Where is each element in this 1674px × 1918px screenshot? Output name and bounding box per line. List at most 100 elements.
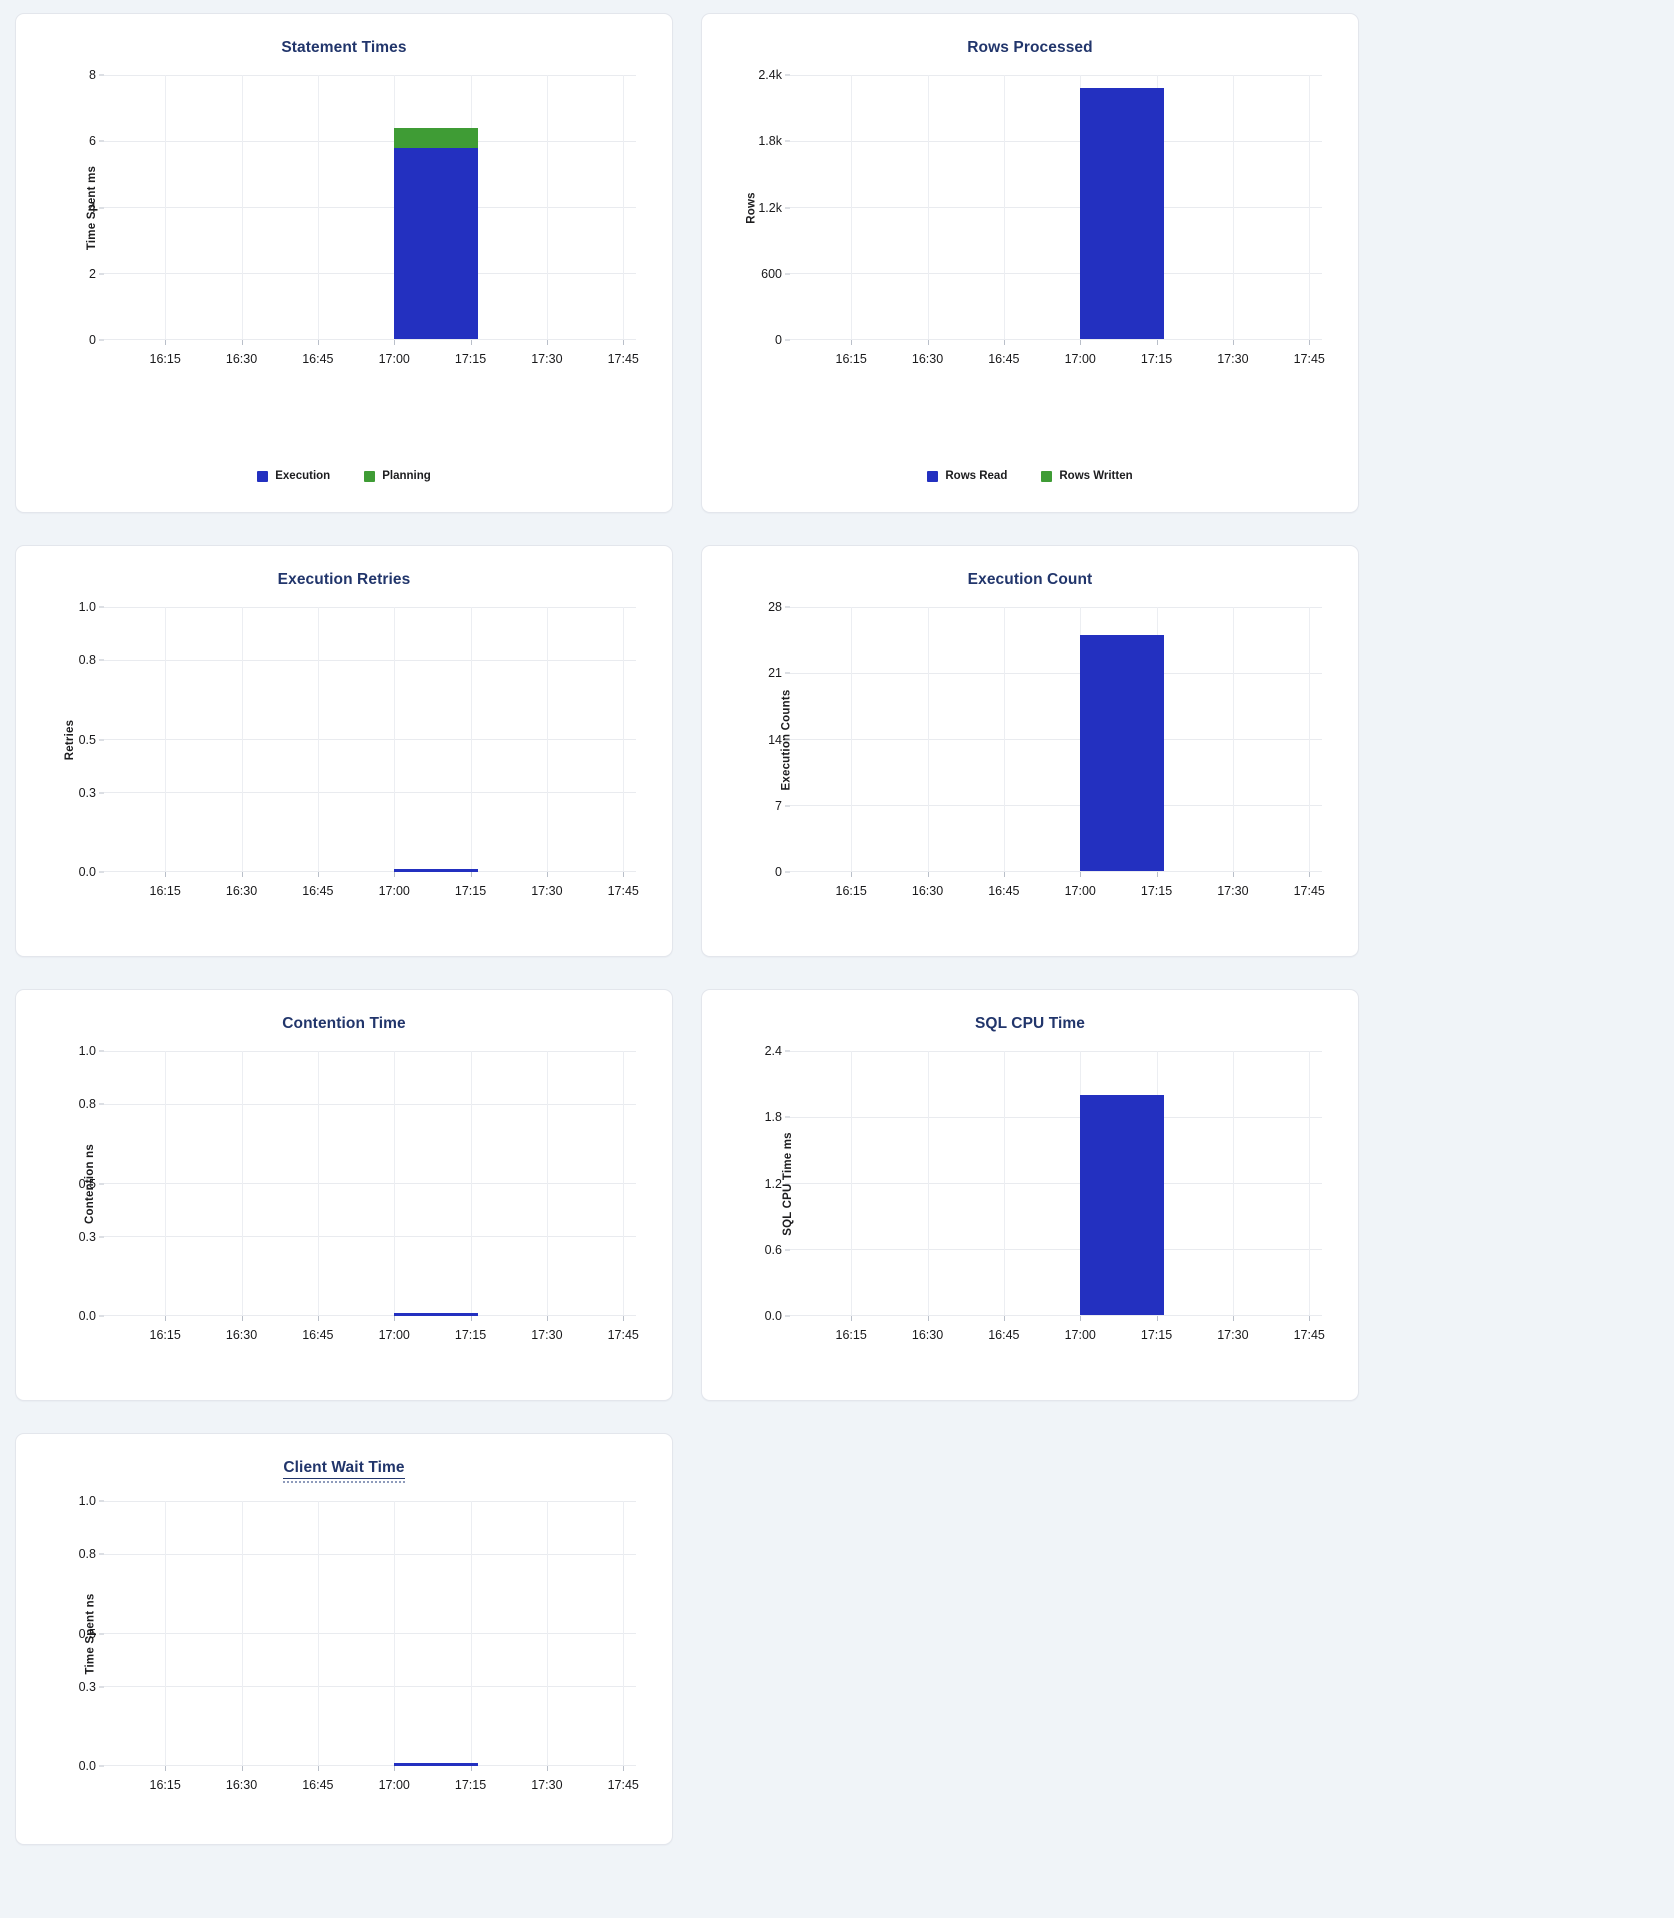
zero-value-bar-execution-retries[interactable] (394, 869, 478, 872)
x-tick-mark (1080, 872, 1082, 877)
horizontal-gridline (104, 871, 636, 872)
y-tick-mark (99, 739, 104, 740)
horizontal-gridline (104, 1235, 636, 1237)
bar-segment-rows-read[interactable] (1080, 88, 1164, 339)
x-tick-label: 17:30 (1217, 884, 1249, 898)
plot-area-rows-processed: Rows 0 600 1.2k 1.8k 2.4k 16:15 16:30 16:45 17:00… (702, 68, 1358, 366)
legend-item[interactable]: Planning (364, 470, 431, 482)
horizontal-gridline (104, 1501, 636, 1502)
chart-card-statement-times: Statement Times Time Spent ms 0 2 4 6 8 16:15 16… (15, 13, 673, 513)
y-tick-label: 0 (775, 865, 782, 879)
legend-label: Rows Read (945, 470, 1008, 482)
y-tick-mark (785, 273, 790, 275)
legend-item[interactable]: Rows Read (927, 470, 1007, 482)
legend-swatch-icon (1041, 470, 1053, 482)
x-axis-ticks: 16:15 16:30 16:45 17:00 17:15 17:30 17:45 (104, 1316, 639, 1346)
x-tick-mark (851, 340, 853, 345)
horizontal-gridline (790, 339, 1322, 340)
y-tick-mark (785, 74, 790, 76)
y-tick-label: 0.0 (78, 1759, 96, 1773)
zero-value-bar-contention-time[interactable] (394, 1313, 478, 1316)
bar-segment-sql-cpu-time-ms[interactable] (1080, 1095, 1164, 1315)
y-tick-mark (785, 1183, 790, 1184)
chart-title-client-wait-time[interactable]: Client Wait Time (16, 1434, 672, 1483)
legend-item[interactable]: Execution (257, 470, 330, 482)
horizontal-gridline (104, 207, 636, 208)
plot-area-contention-time: Contention ns 0.0 0.3 0.5 0.8 1.0 16:15 16:30 16… (16, 1044, 672, 1342)
vertical-gridline (927, 607, 929, 871)
horizontal-gridline (104, 75, 636, 76)
x-tick-mark (1003, 340, 1005, 345)
vertical-gridline (165, 607, 167, 871)
bar-segment-execution[interactable] (394, 148, 478, 339)
x-tick-label: 17:00 (378, 1778, 410, 1792)
y-tick-label: 1.0 (78, 600, 96, 614)
vertical-gridline (241, 1501, 243, 1765)
y-tick-mark (99, 273, 104, 275)
x-tick-label: 16:15 (835, 884, 867, 898)
zero-value-bar-client-wait-time[interactable] (394, 1763, 478, 1766)
x-tick-mark (317, 1316, 319, 1321)
bar-statement-times[interactable] (394, 127, 478, 339)
x-tick-mark (546, 1316, 548, 1321)
legend-label: Planning (382, 470, 431, 482)
x-tick-mark (241, 1316, 243, 1321)
y-tick-label: 2.4k (758, 68, 782, 82)
x-axis-ticks: 16:15 16:30 16:45 17:00 17:15 17:30 17:45 (104, 340, 639, 370)
y-tick-label: 1.0 (78, 1494, 96, 1508)
vertical-gridline (1309, 607, 1311, 871)
horizontal-gridline (104, 1685, 636, 1687)
plot-area-sql-cpu-time: SQL CPU Time ms 0.0 0.6 1.2 1.8 2.4 16:15 16:30… (702, 1044, 1358, 1342)
horizontal-gridline (790, 273, 1322, 274)
x-tick-label: 16:15 (835, 1328, 867, 1342)
y-tick-label: 0.5 (78, 732, 96, 747)
charts-dashboard: Statement Times Time Spent ms 0 2 4 6 8 16:15 16… (15, 13, 1359, 1845)
horizontal-gridline (104, 1633, 636, 1634)
y-tick-label: 8 (89, 68, 96, 82)
x-tick-label: 17:15 (1140, 1328, 1173, 1342)
x-tick-mark (851, 872, 853, 877)
vertical-gridline (546, 607, 548, 871)
x-tick-label: 16:15 (149, 352, 181, 366)
legend-item[interactable]: Rows Written (1041, 470, 1133, 482)
x-axis-ticks: 16:15 16:30 16:45 17:00 17:15 17:30 17:45 (790, 872, 1325, 902)
x-tick-mark (1080, 340, 1082, 345)
vertical-gridline (1003, 75, 1005, 339)
y-tick-label: 0.3 (78, 785, 96, 800)
vertical-gridline (1232, 607, 1234, 871)
y-tick-mark (99, 339, 104, 341)
bar-sql-cpu-time[interactable] (1080, 1095, 1164, 1315)
y-tick-mark (785, 739, 790, 740)
bar-execution-count[interactable] (1080, 635, 1164, 871)
y-tick-label: 2.4 (764, 1044, 782, 1058)
x-tick-mark (1309, 872, 1311, 877)
chart-legend-statement-times: Execution Planning (16, 470, 672, 482)
x-tick-label: 17:15 (454, 352, 487, 366)
x-tick-label: 17:15 (454, 1328, 487, 1342)
x-tick-mark (1309, 1316, 1311, 1321)
plot-canvas (790, 1051, 1322, 1316)
chart-legend-rows-processed: Rows Read Rows Written (702, 470, 1358, 482)
bar-rows-processed[interactable] (1080, 88, 1164, 339)
x-tick-mark (317, 1766, 319, 1771)
chart-card-client-wait-time: Client Wait Time Time Spent ns 0.0 0.3 0.5 0.… (15, 1433, 673, 1845)
y-axis-ticks: 0 600 1.2k 1.8k 2.4k (702, 68, 790, 347)
bar-segment-planning[interactable] (394, 127, 478, 149)
y-axis-ticks: 0.0 0.3 0.5 0.8 1.0 (16, 600, 104, 879)
y-tick-label: 0.5 (78, 1626, 96, 1641)
y-tick-label: 7 (775, 798, 782, 813)
x-tick-mark (623, 340, 625, 345)
x-tick-mark (1309, 340, 1311, 345)
chart-title-execution-retries: Execution Retries (277, 571, 411, 588)
x-tick-mark (927, 340, 929, 345)
y-tick-label: 0.8 (78, 1097, 96, 1111)
vertical-gridline (394, 1051, 396, 1315)
y-tick-label: 1.2 (764, 1176, 782, 1191)
horizontal-gridline (790, 673, 1322, 674)
x-tick-mark (1156, 1316, 1158, 1321)
x-tick-mark (317, 340, 319, 345)
bar-segment-execution-counts[interactable] (1080, 635, 1164, 871)
x-tick-mark (1232, 1316, 1234, 1321)
x-tick-mark (1232, 340, 1234, 345)
y-tick-mark (785, 871, 790, 873)
